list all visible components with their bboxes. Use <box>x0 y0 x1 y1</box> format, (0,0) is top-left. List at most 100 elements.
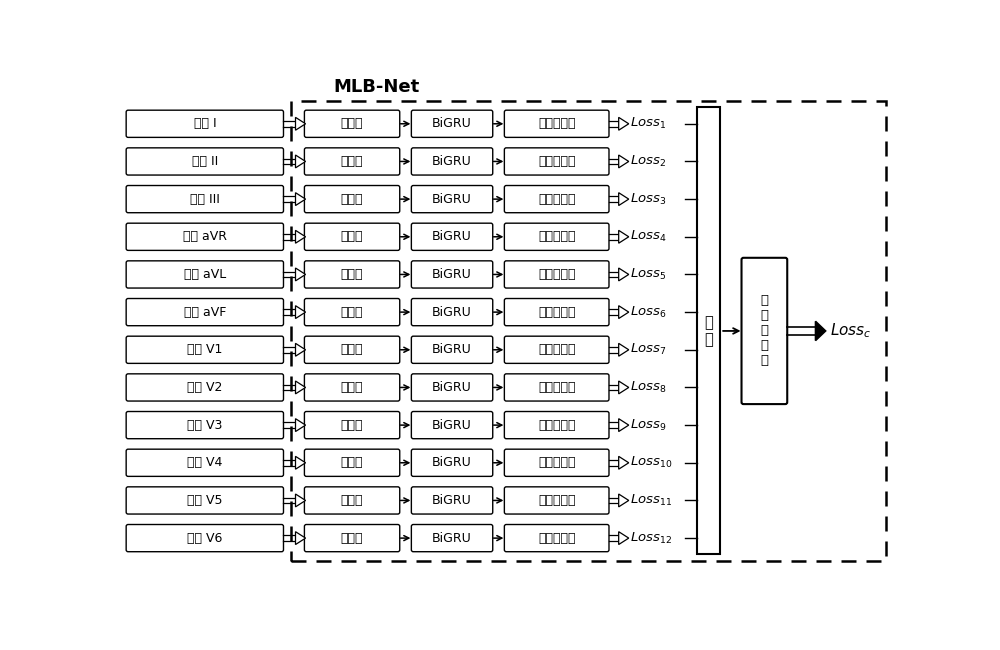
FancyBboxPatch shape <box>411 223 493 250</box>
Text: 导联 I: 导联 I <box>194 117 216 130</box>
Text: 注意力机制: 注意力机制 <box>538 494 575 507</box>
Text: BiGRU: BiGRU <box>432 230 472 243</box>
Text: $\mathit{Loss}_{3}$: $\mathit{Loss}_{3}$ <box>630 192 667 207</box>
Text: BiGRU: BiGRU <box>432 306 472 318</box>
Text: BiGRU: BiGRU <box>432 532 472 545</box>
FancyBboxPatch shape <box>304 525 400 552</box>
Text: $\mathit{Loss}_{1}$: $\mathit{Loss}_{1}$ <box>630 116 667 131</box>
Text: 注意力机制: 注意力机制 <box>538 155 575 168</box>
Text: $\mathit{Loss}_{12}$: $\mathit{Loss}_{12}$ <box>630 530 672 545</box>
Text: BiGRU: BiGRU <box>432 381 472 394</box>
Polygon shape <box>296 306 306 318</box>
FancyBboxPatch shape <box>126 111 283 137</box>
Polygon shape <box>296 192 306 205</box>
Text: 注意力机制: 注意力机制 <box>538 343 575 356</box>
FancyBboxPatch shape <box>126 148 283 175</box>
FancyBboxPatch shape <box>126 449 283 476</box>
Text: BiGRU: BiGRU <box>432 494 472 507</box>
FancyBboxPatch shape <box>304 487 400 514</box>
Text: 卷积块: 卷积块 <box>341 343 363 356</box>
Text: BiGRU: BiGRU <box>432 419 472 432</box>
FancyBboxPatch shape <box>411 374 493 401</box>
FancyBboxPatch shape <box>304 223 400 250</box>
FancyBboxPatch shape <box>504 487 609 514</box>
Polygon shape <box>296 155 306 168</box>
FancyBboxPatch shape <box>411 185 493 213</box>
FancyBboxPatch shape <box>504 525 609 552</box>
Text: $\mathit{Loss}_{9}$: $\mathit{Loss}_{9}$ <box>630 417 667 433</box>
FancyBboxPatch shape <box>126 223 283 250</box>
Text: $\mathit{Loss}_{8}$: $\mathit{Loss}_{8}$ <box>630 380 667 395</box>
FancyBboxPatch shape <box>126 411 283 439</box>
Polygon shape <box>296 230 306 243</box>
Polygon shape <box>619 118 629 130</box>
Text: 导联 aVR: 导联 aVR <box>183 230 227 243</box>
Text: 卷积块: 卷积块 <box>341 381 363 394</box>
FancyBboxPatch shape <box>504 449 609 476</box>
Polygon shape <box>619 494 629 507</box>
Polygon shape <box>296 494 306 507</box>
Text: BiGRU: BiGRU <box>432 155 472 168</box>
Text: $\mathit{Loss}_{2}$: $\mathit{Loss}_{2}$ <box>630 154 667 169</box>
Polygon shape <box>296 532 306 545</box>
Text: BiGRU: BiGRU <box>432 456 472 469</box>
Text: 拼
接: 拼 接 <box>704 315 713 347</box>
FancyBboxPatch shape <box>504 111 609 137</box>
FancyBboxPatch shape <box>126 487 283 514</box>
FancyBboxPatch shape <box>304 148 400 175</box>
Text: $\mathit{Loss}_{11}$: $\mathit{Loss}_{11}$ <box>630 493 672 508</box>
Text: 导联 III: 导联 III <box>190 192 220 205</box>
Polygon shape <box>296 343 306 356</box>
Text: 卷积块: 卷积块 <box>341 306 363 318</box>
FancyBboxPatch shape <box>126 298 283 326</box>
Text: BiGRU: BiGRU <box>432 268 472 281</box>
FancyBboxPatch shape <box>411 111 493 137</box>
FancyBboxPatch shape <box>411 449 493 476</box>
Polygon shape <box>296 118 306 130</box>
FancyBboxPatch shape <box>126 374 283 401</box>
FancyBboxPatch shape <box>126 261 283 288</box>
FancyBboxPatch shape <box>411 336 493 363</box>
Text: 导联 V6: 导联 V6 <box>187 532 223 545</box>
FancyBboxPatch shape <box>304 374 400 401</box>
FancyBboxPatch shape <box>304 261 400 288</box>
Text: BiGRU: BiGRU <box>432 117 472 130</box>
Polygon shape <box>619 343 629 356</box>
Polygon shape <box>296 456 306 469</box>
Text: MLB-Net: MLB-Net <box>333 78 420 96</box>
Text: BiGRU: BiGRU <box>432 343 472 356</box>
Text: $\mathit{Loss}_{5}$: $\mathit{Loss}_{5}$ <box>630 267 667 282</box>
Polygon shape <box>619 268 629 281</box>
Polygon shape <box>296 419 306 432</box>
Text: 注意力机制: 注意力机制 <box>538 117 575 130</box>
FancyBboxPatch shape <box>504 336 609 363</box>
Text: 导联 aVF: 导联 aVF <box>184 306 226 318</box>
FancyBboxPatch shape <box>304 449 400 476</box>
Text: 卷积块: 卷积块 <box>341 494 363 507</box>
Text: 注意力机制: 注意力机制 <box>538 532 575 545</box>
Text: 导联 aVL: 导联 aVL <box>184 268 226 281</box>
FancyBboxPatch shape <box>504 261 609 288</box>
FancyBboxPatch shape <box>411 148 493 175</box>
Polygon shape <box>619 532 629 545</box>
Text: 注意力机制: 注意力机制 <box>538 230 575 243</box>
Text: 注意力机制: 注意力机制 <box>538 456 575 469</box>
Text: $\mathit{Loss}_{6}$: $\mathit{Loss}_{6}$ <box>630 305 667 320</box>
Polygon shape <box>619 155 629 168</box>
FancyBboxPatch shape <box>411 298 493 326</box>
FancyBboxPatch shape <box>504 374 609 401</box>
FancyBboxPatch shape <box>411 487 493 514</box>
FancyBboxPatch shape <box>504 223 609 250</box>
FancyBboxPatch shape <box>304 298 400 326</box>
Polygon shape <box>619 456 629 469</box>
Text: 导联 V2: 导联 V2 <box>187 381 223 394</box>
Text: 导联 V4: 导联 V4 <box>187 456 223 469</box>
FancyBboxPatch shape <box>697 107 720 554</box>
Text: $\mathit{Loss}_c$: $\mathit{Loss}_c$ <box>830 322 872 341</box>
FancyBboxPatch shape <box>504 185 609 213</box>
Text: $\mathit{Loss}_{10}$: $\mathit{Loss}_{10}$ <box>630 455 673 471</box>
Text: 卷积块: 卷积块 <box>341 419 363 432</box>
Polygon shape <box>619 419 629 432</box>
FancyBboxPatch shape <box>304 336 400 363</box>
FancyBboxPatch shape <box>504 411 609 439</box>
